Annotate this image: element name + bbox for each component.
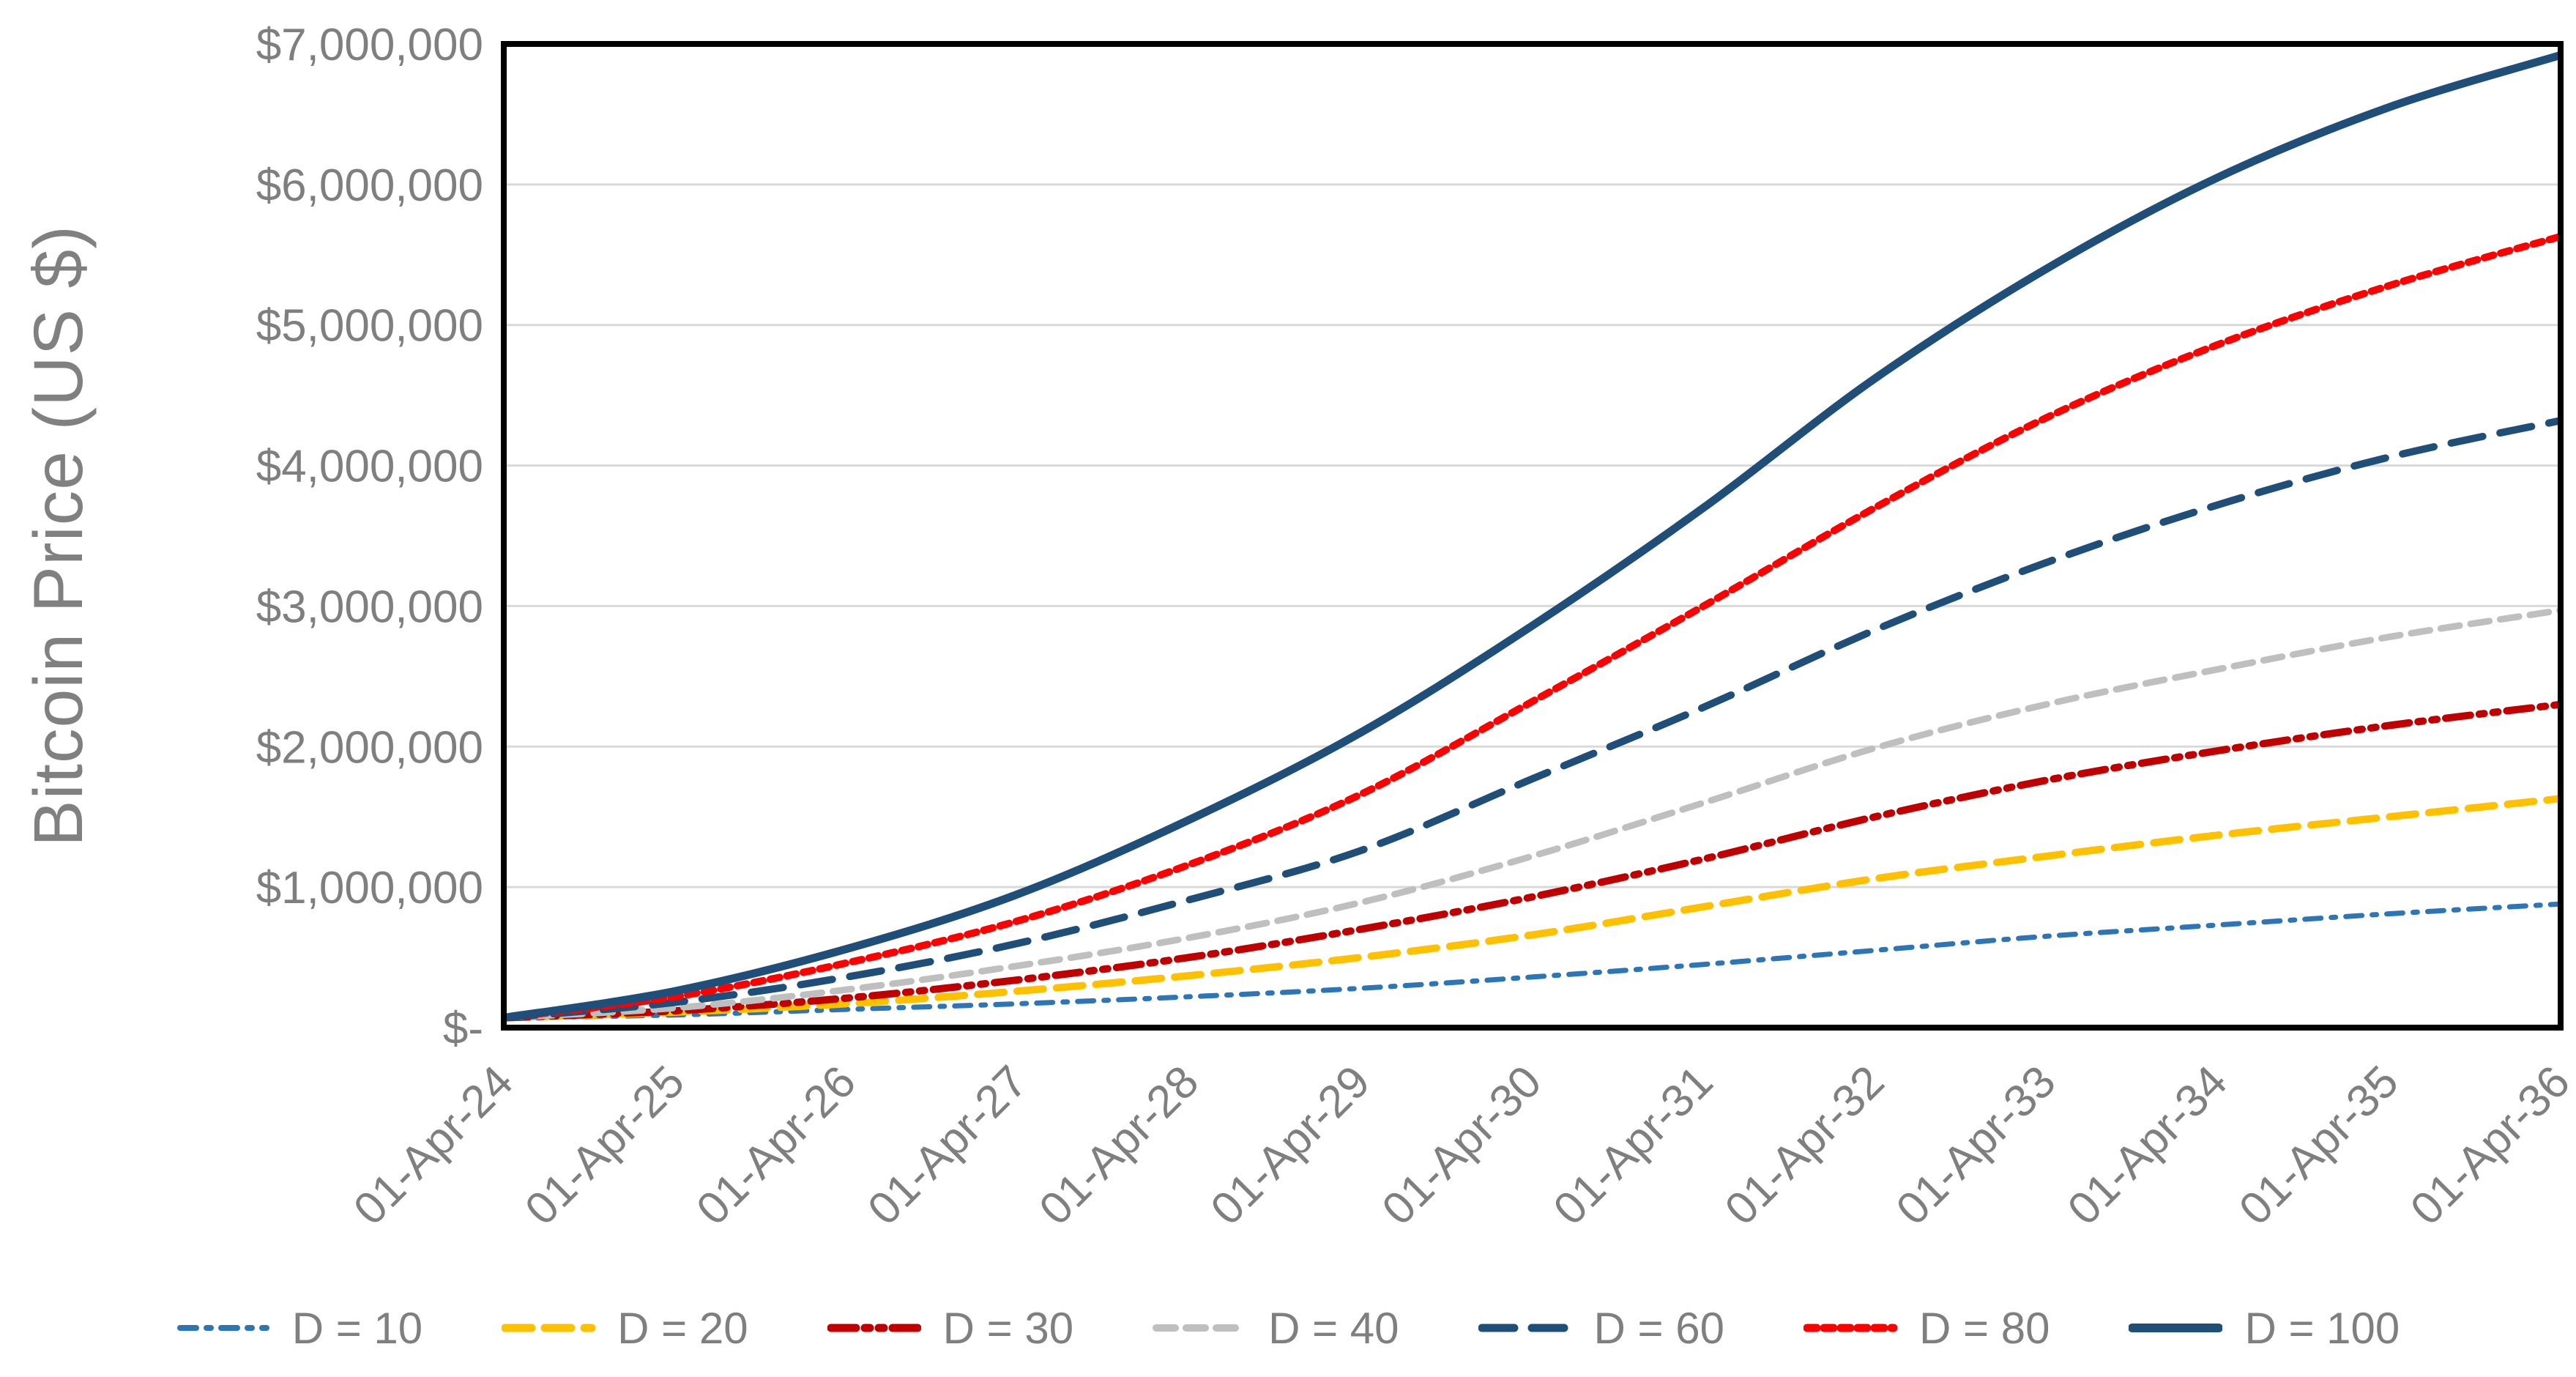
series-line-d-20 [502,795,2562,1022]
chart-legend: D = 10 D = 20 D = 30 D = 40 D = 60 D = 80 D = … [0,1288,2576,1368]
y-tick-label: $5,000,000 [256,301,483,352]
x-tick-label: 01-Apr-27 [858,1056,1037,1235]
x-tick-label: 01-Apr-26 [687,1056,866,1235]
legend-label: D = 80 [1918,1303,2050,1353]
legend-label: D = 10 [291,1303,423,1353]
series-line-d-80 [502,232,2562,1022]
legend-item-d-30: D = 30 [827,1303,1073,1354]
x-tick-label: 01-Apr-31 [1544,1056,1723,1235]
x-tick-label: 01-Apr-24 [344,1056,523,1235]
y-tick-label: $2,000,000 [256,722,483,773]
series-line-d-40 [502,606,2562,1022]
legend-label: D = 60 [1593,1303,1724,1353]
y-tick-label: $6,000,000 [256,160,483,211]
legend-line-sample [2129,1324,2223,1332]
x-tick-label: 01-Apr-33 [1887,1056,2066,1235]
legend-item-d-60: D = 60 [1478,1303,1724,1354]
x-tick-label: 01-Apr-36 [2401,1056,2576,1235]
legend-line-sample [1803,1324,1897,1332]
x-tick-label: 01-Apr-32 [1716,1056,1894,1235]
legend-label: D = 40 [1268,1303,1399,1353]
legend-item-d-100: D = 100 [2129,1303,2400,1354]
y-tick-label: $1,000,000 [256,863,483,913]
legend-label: D = 100 [2244,1303,2400,1353]
series-line-d-100 [502,51,2562,1022]
x-tick-label: 01-Apr-25 [515,1056,694,1235]
x-tick-label: 01-Apr-35 [2230,1056,2408,1235]
legend-line-sample [1478,1324,1572,1332]
x-tick-label: 01-Apr-28 [1030,1056,1208,1235]
y-tick-label: $- [443,1003,483,1054]
y-tick-label: $7,000,000 [256,20,483,70]
legend-item-d-10: D = 10 [176,1303,422,1354]
legend-line-sample [502,1324,596,1332]
x-tick-label: 01-Apr-29 [1202,1056,1380,1235]
legend-label: D = 30 [942,1303,1074,1353]
series-line-d-10 [502,901,2562,1021]
legend-item-d-20: D = 20 [502,1303,748,1354]
series-line-d-30 [502,700,2562,1022]
legend-label: D = 20 [617,1303,748,1353]
legend-line-sample [1153,1324,1247,1332]
y-tick-label: $3,000,000 [256,582,483,632]
legend-item-d-80: D = 80 [1803,1303,2050,1354]
legend-line-sample [827,1324,921,1332]
plot-border [501,41,2564,1031]
legend-line-sample [176,1325,269,1331]
series-line-d-60 [502,417,2562,1022]
y-tick-label: $4,000,000 [256,442,483,492]
legend-item-d-40: D = 40 [1153,1303,1399,1354]
x-tick-label: 01-Apr-34 [2058,1056,2237,1235]
x-tick-label: 01-Apr-30 [1373,1056,1552,1235]
